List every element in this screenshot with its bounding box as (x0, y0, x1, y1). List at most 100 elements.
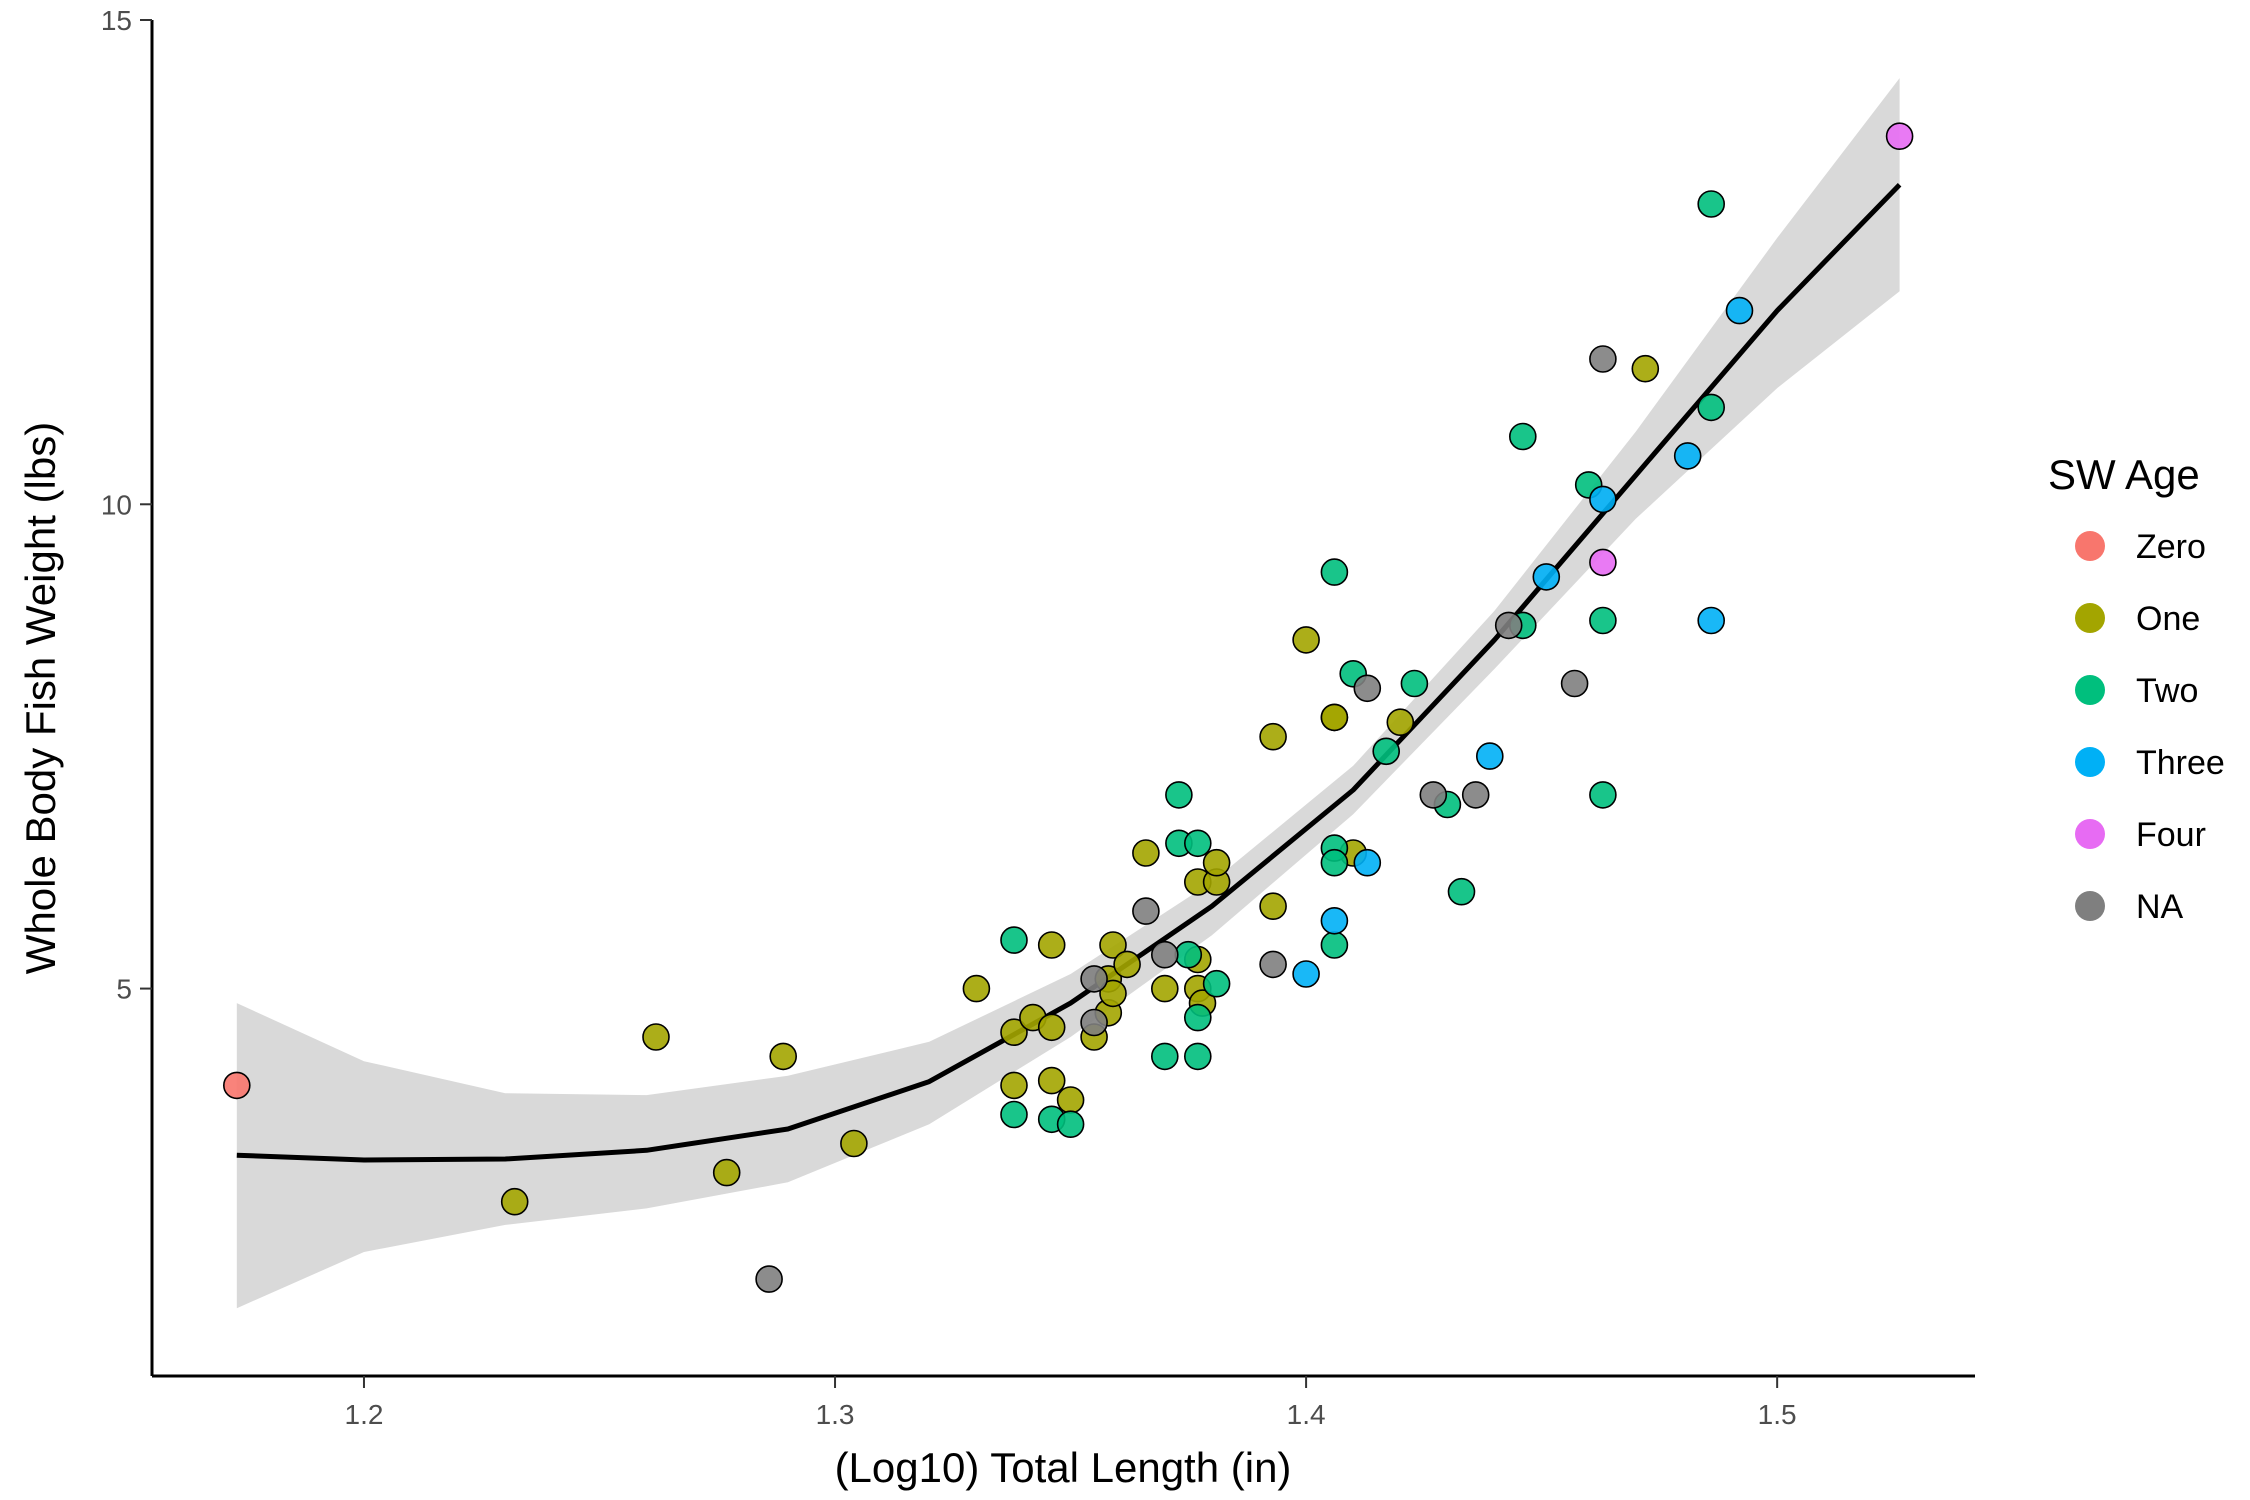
data-point (1080, 965, 1108, 993)
data-point (1673, 442, 1702, 470)
data-point (1697, 393, 1725, 422)
data-point (1151, 1042, 1179, 1071)
legend: SW Age Zero One Two Three Four NA (2048, 451, 2225, 926)
legend-swatch (2075, 531, 2105, 561)
data-point (1259, 892, 1287, 921)
data-point (1447, 877, 1476, 906)
data-point (1056, 1086, 1085, 1114)
data-point (1461, 781, 1490, 809)
data-point (1165, 781, 1193, 809)
data-point (1202, 969, 1231, 998)
fit-line-group (236, 182, 1902, 1163)
series-three (1292, 296, 1754, 988)
data-point (962, 974, 991, 1003)
x-tick-label: 1.3 (816, 1399, 855, 1430)
legend-swatch (2075, 747, 2105, 777)
data-point (1292, 960, 1320, 988)
legend-label: One (2136, 600, 2200, 638)
data-point (642, 1023, 670, 1051)
data-point (1631, 354, 1660, 383)
data-point (1099, 979, 1127, 1008)
legend-entry-na: NA (2075, 888, 2184, 926)
legend-entry-zero: Zero (2075, 528, 2206, 566)
data-point (1113, 950, 1141, 979)
y-tick-label: 15 (101, 5, 132, 36)
data-point (1725, 296, 1754, 325)
legend-label: Four (2136, 816, 2206, 854)
axes (150, 20, 1975, 1378)
data-point (1589, 345, 1617, 373)
data-point (1259, 722, 1287, 751)
legend-entry-one: One (2075, 600, 2200, 638)
data-point (1151, 940, 1179, 969)
series-two (1000, 190, 1725, 1138)
data-point (712, 1158, 741, 1187)
data-point (1099, 931, 1127, 959)
data-point (1184, 829, 1212, 858)
data-point (500, 1187, 529, 1216)
x-tick-label: 1.5 (1758, 1399, 1797, 1430)
x-tick-label: 1.4 (1287, 1399, 1326, 1430)
data-point (1509, 422, 1537, 451)
legend-label: Zero (2136, 528, 2206, 566)
data-point (1037, 1066, 1066, 1095)
y-tick-label: 5 (116, 974, 132, 1005)
data-point (1132, 897, 1160, 925)
data-point (1353, 848, 1382, 877)
x-axis-title: (Log10) Total Length (in) (835, 1444, 1292, 1491)
data-point (755, 1265, 783, 1293)
data-point (1320, 703, 1349, 732)
data-point (1151, 974, 1179, 1003)
data-point (1184, 1003, 1212, 1032)
x-tick-label: 1.2 (345, 1399, 384, 1430)
legend-swatch (2075, 603, 2105, 633)
data-point (1320, 558, 1349, 586)
data-point (1386, 708, 1415, 737)
data-point (1589, 606, 1617, 635)
data-point (1419, 781, 1448, 809)
data-point (1589, 781, 1617, 809)
data-point (1320, 906, 1349, 935)
y-axis-ticks: 5 10 15 (101, 5, 152, 1005)
confidence-band (236, 78, 1900, 1309)
series-zero (223, 1071, 251, 1100)
data-point (1372, 737, 1400, 766)
legend-label: Two (2136, 672, 2198, 710)
data-point (1697, 606, 1725, 635)
legend-swatch (2075, 819, 2105, 849)
data-point (1494, 611, 1523, 640)
legend-swatch (2075, 675, 2105, 705)
data-point (1589, 485, 1617, 514)
data-point (1320, 931, 1349, 959)
data-point (1697, 190, 1725, 218)
data-point (1885, 122, 1914, 150)
data-point (1000, 1071, 1028, 1100)
data-point (1184, 1042, 1212, 1071)
data-point (1080, 1008, 1108, 1037)
fit-line (236, 182, 1902, 1163)
legend-title: SW Age (2048, 451, 2200, 498)
legend-swatch (2075, 891, 2105, 921)
data-point (223, 1071, 251, 1100)
y-tick-label: 10 (101, 489, 132, 520)
legend-entry-two: Two (2075, 672, 2198, 710)
data-point (1476, 742, 1504, 770)
data-point (1132, 839, 1160, 867)
confidence-band-area (236, 78, 1900, 1309)
data-point (1000, 926, 1028, 954)
data-point (1174, 940, 1203, 969)
data-point (1320, 848, 1349, 877)
series-four (1589, 122, 1914, 577)
data-point (1056, 1110, 1085, 1138)
data-point (1000, 1018, 1028, 1046)
data-point (1532, 563, 1561, 591)
legend-entry-three: Three (2075, 744, 2225, 782)
data-point (1292, 626, 1320, 654)
x-axis-ticks: 1.2 1.3 1.4 1.5 (345, 1376, 1797, 1430)
data-point (1037, 931, 1066, 959)
legend-label: NA (2136, 888, 2184, 926)
data-point (1560, 669, 1589, 698)
data-point (1589, 548, 1617, 577)
